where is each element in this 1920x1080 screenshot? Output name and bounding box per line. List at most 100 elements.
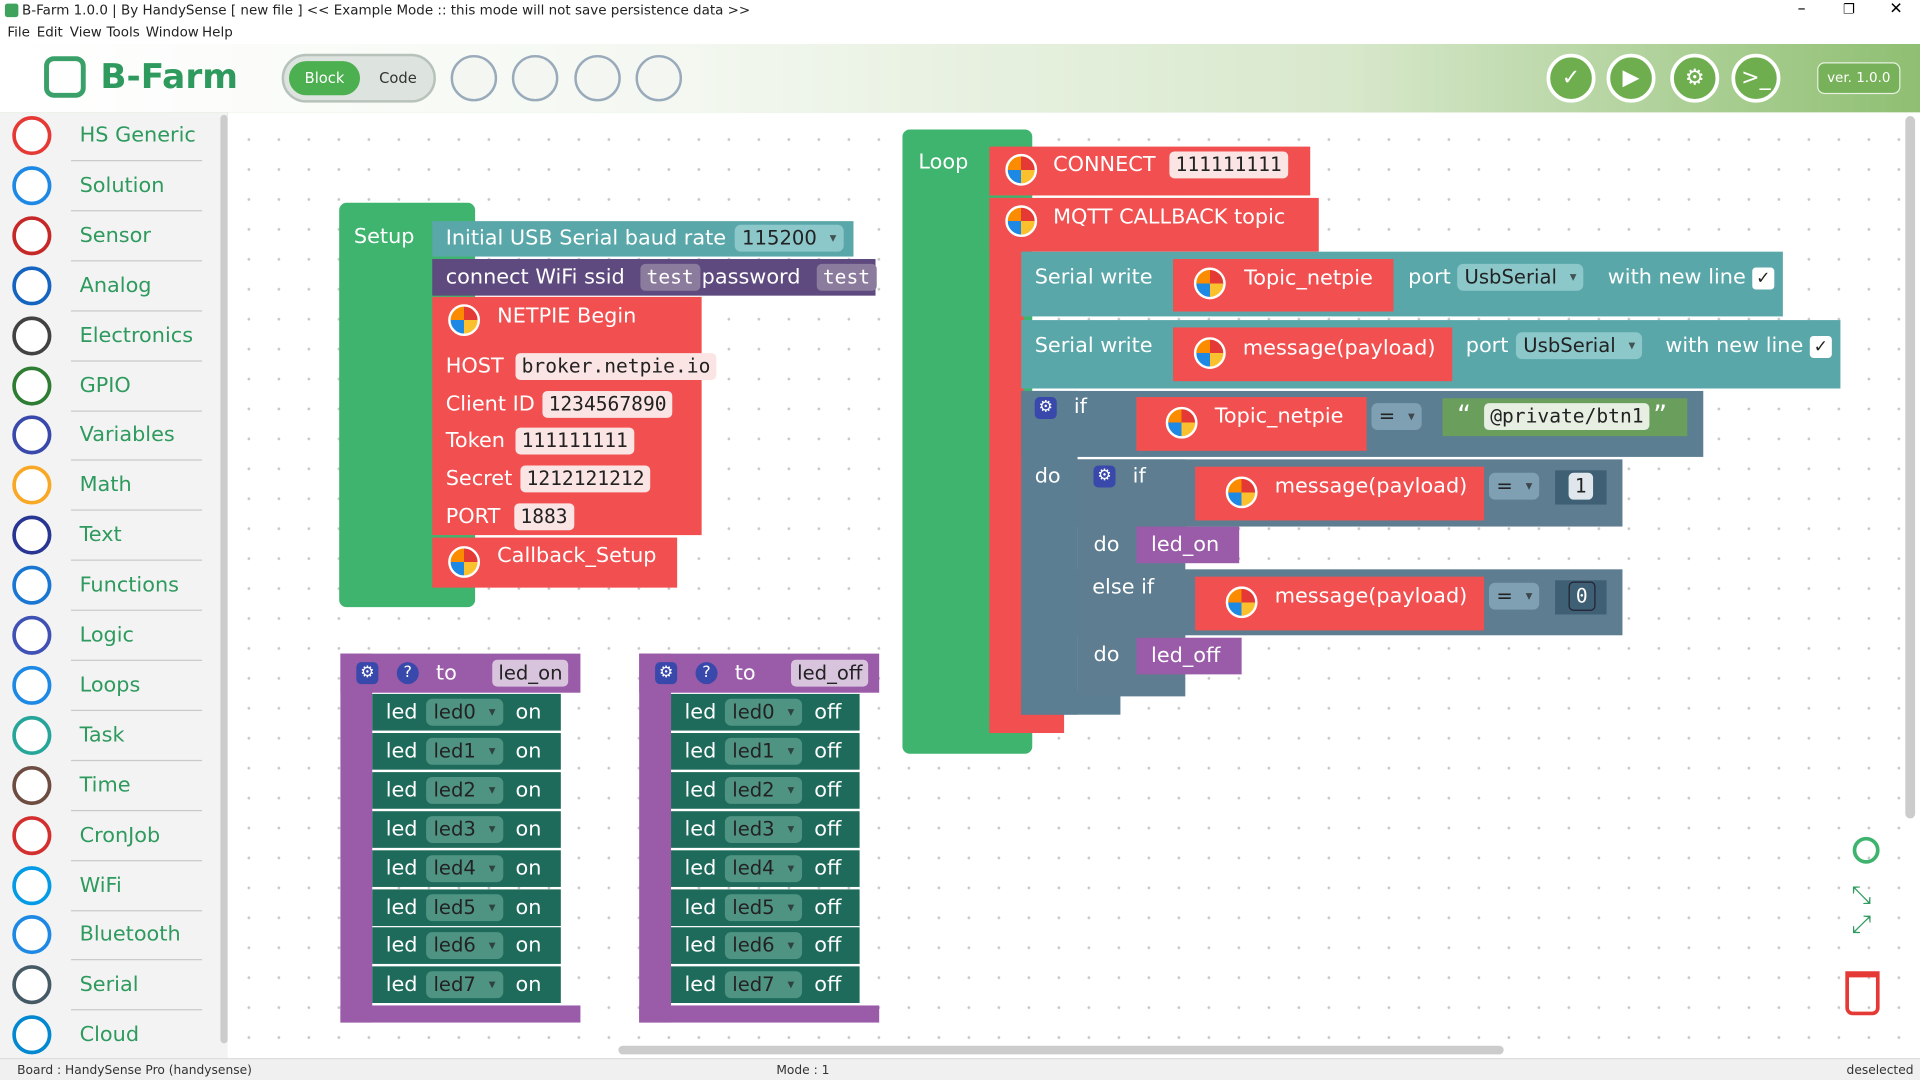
category-icon[interactable] — [12, 365, 52, 405]
category-label[interactable]: Logic — [79, 623, 135, 648]
category-icon[interactable] — [12, 265, 52, 306]
category-label[interactable]: Serial — [79, 972, 139, 998]
horizontal-scrollbar[interactable] — [618, 1045, 1504, 1055]
netpie-field-value[interactable]: 1883 — [514, 503, 574, 531]
category-icon[interactable] — [12, 465, 52, 505]
terminal-button[interactable]: >_ — [1731, 53, 1781, 103]
compare-dropdown[interactable]: = — [1488, 472, 1540, 500]
menu-item[interactable]: Window — [145, 24, 199, 41]
led-dropdown[interactable]: led1 — [724, 737, 802, 765]
examples-button[interactable] — [450, 54, 498, 102]
category-icon[interactable] — [12, 965, 52, 1005]
category-icon[interactable] — [12, 665, 52, 705]
led-dropdown[interactable]: led3 — [426, 815, 503, 843]
password-field[interactable]: test — [816, 263, 877, 291]
led-dropdown[interactable]: led1 — [426, 737, 503, 765]
led-dropdown[interactable]: led5 — [724, 893, 802, 921]
center-button[interactable] — [1852, 836, 1880, 864]
category-label[interactable]: Variables — [79, 423, 175, 448]
category-icon[interactable] — [12, 915, 52, 955]
call-block[interactable] — [1136, 526, 1240, 564]
led-dropdown[interactable]: led2 — [724, 776, 802, 804]
netpie-field-value[interactable]: 1234567890 — [542, 390, 673, 418]
category-label[interactable]: Analog — [79, 273, 152, 298]
category-label[interactable]: Cloud — [79, 1022, 140, 1048]
category-icon[interactable] — [12, 515, 52, 555]
netpie-field-value[interactable]: broker.netpie.io — [515, 353, 717, 380]
port-dropdown[interactable]: UsbSerial — [1515, 332, 1643, 360]
led-dropdown[interactable]: led0 — [724, 698, 802, 726]
open-button[interactable] — [574, 54, 621, 102]
help-button[interactable]: ? — [695, 662, 718, 685]
verify-button[interactable]: ✓ — [1546, 53, 1596, 103]
category-label[interactable]: Time — [79, 772, 131, 798]
category-icon[interactable] — [12, 715, 52, 755]
category-icon[interactable] — [12, 215, 52, 256]
number-field[interactable]: 0 — [1568, 581, 1596, 611]
port-dropdown[interactable]: UsbSerial — [1457, 263, 1584, 291]
upload-button[interactable]: ▶ — [1606, 53, 1656, 103]
category-label[interactable]: Math — [79, 473, 132, 498]
vertical-scrollbar[interactable] — [1905, 116, 1916, 819]
category-icon[interactable] — [12, 116, 52, 156]
category-label[interactable]: CronJob — [79, 822, 161, 848]
block-tab[interactable]: Block — [288, 61, 361, 96]
serial-write-block[interactable] — [1021, 251, 1783, 317]
new-file-button[interactable] — [511, 54, 559, 102]
baud-dropdown[interactable]: 115200 — [734, 224, 844, 252]
led-dropdown[interactable]: led2 — [426, 776, 503, 804]
category-icon[interactable] — [12, 865, 52, 905]
category-label[interactable]: Functions — [79, 573, 179, 598]
category-icon[interactable] — [12, 415, 52, 455]
led-dropdown[interactable]: led6 — [724, 932, 802, 960]
code-tab[interactable]: Code — [379, 69, 417, 87]
call-block[interactable] — [1136, 637, 1242, 675]
ssid-field[interactable]: test — [640, 263, 700, 291]
category-label[interactable]: HS Generic — [79, 123, 196, 148]
category-label[interactable]: Bluetooth — [79, 922, 181, 948]
category-icon[interactable] — [12, 315, 52, 356]
category-label[interactable]: Text — [79, 523, 122, 548]
led-dropdown[interactable]: led6 — [426, 932, 503, 960]
netpie-field-value[interactable]: 1212121212 — [520, 465, 651, 493]
mutator-gear[interactable]: ⚙ — [356, 662, 379, 685]
newline-checkbox[interactable]: ✓ — [1809, 335, 1832, 358]
string-field[interactable]: @private/btn1 — [1484, 403, 1650, 431]
led-dropdown[interactable]: led7 — [724, 971, 802, 999]
menu-item[interactable]: Help — [202, 24, 233, 41]
led-dropdown[interactable]: led5 — [426, 893, 503, 921]
if-gear[interactable]: ⚙ — [1034, 397, 1057, 420]
category-label[interactable]: Task — [79, 722, 125, 748]
connect-field[interactable]: 111111111 — [1169, 151, 1288, 179]
led-dropdown[interactable]: led4 — [426, 854, 503, 882]
category-label[interactable]: Sensor — [79, 223, 151, 248]
led-dropdown[interactable]: led0 — [426, 698, 503, 726]
category-label[interactable]: Solution — [79, 173, 165, 198]
mqtt-callback-block[interactable] — [989, 197, 1319, 252]
help-button[interactable]: ? — [396, 662, 419, 685]
category-icon[interactable] — [12, 615, 52, 655]
settings-button[interactable]: ⚙ — [1670, 53, 1720, 103]
category-label[interactable]: GPIO — [79, 373, 131, 398]
category-icon[interactable] — [12, 1015, 52, 1055]
led-dropdown[interactable]: led3 — [724, 815, 802, 843]
category-icon[interactable] — [12, 166, 52, 206]
category-icon[interactable] — [12, 765, 52, 805]
compare-dropdown[interactable]: = — [1371, 403, 1423, 431]
menu-item[interactable]: View — [69, 24, 102, 41]
zoom-buttons[interactable]: ⤡ ⤢ — [1851, 879, 1872, 939]
sidebar-scrollbar[interactable] — [220, 114, 228, 1044]
menu-item[interactable]: Edit — [36, 24, 63, 41]
mutator-gear[interactable]: ⚙ — [655, 662, 678, 685]
function-name[interactable]: led_off — [791, 659, 869, 687]
led-dropdown[interactable]: led4 — [724, 854, 802, 882]
maximize-button[interactable]: ❐ — [1842, 1, 1855, 18]
category-icon[interactable] — [12, 815, 52, 855]
compare-dropdown[interactable]: = — [1488, 582, 1540, 610]
category-label[interactable]: WiFi — [79, 872, 122, 898]
close-button[interactable]: ✕ — [1889, 0, 1903, 19]
category-label[interactable]: Electronics — [79, 323, 194, 348]
newline-checkbox[interactable]: ✓ — [1752, 267, 1775, 290]
if-gear[interactable]: ⚙ — [1093, 465, 1116, 488]
menu-item[interactable]: File — [7, 24, 30, 41]
